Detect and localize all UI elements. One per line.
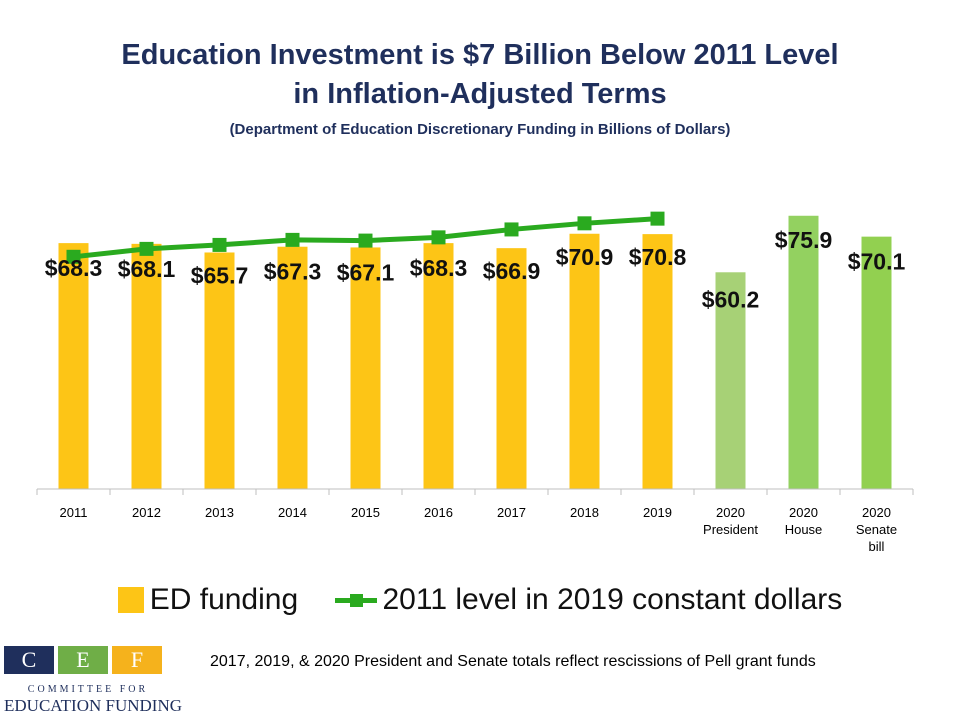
x-tick-label-3: 2014 xyxy=(278,505,307,520)
x-tick-label-11: 2020 Senate bill xyxy=(856,505,897,554)
line-point-4 xyxy=(358,233,373,248)
legend-swatch-line xyxy=(334,587,377,613)
bar-0 xyxy=(58,243,89,489)
legend-swatch-bar xyxy=(117,587,144,614)
data-label-4: $67.1 xyxy=(337,259,395,285)
data-label-10: $75.9 xyxy=(775,227,833,253)
bar-line-chart: 2011 2012 2013 2014 2015 2016 2017 2018 2019 2020… xyxy=(36,211,914,554)
cef-logo: C E F COMMITTEE FOR EDUCATION FUNDING xyxy=(4,646,183,716)
line-point-3 xyxy=(285,232,300,247)
line-point-1 xyxy=(139,241,154,256)
bar-2 xyxy=(204,252,235,489)
data-label-7: $70.9 xyxy=(556,244,614,270)
title-line-2: in Inflation-Adjusted Terms xyxy=(293,78,667,110)
logo-block-f: F xyxy=(112,646,162,674)
line-point-7 xyxy=(577,216,592,231)
bar-7 xyxy=(569,233,600,489)
data-label-2: $65.7 xyxy=(191,262,249,288)
legend-item-2011-level: 2011 level in 2019 constant dollars xyxy=(334,583,843,617)
legend-label-ed-funding: ED funding xyxy=(149,583,299,617)
data-label-11: $70.1 xyxy=(848,249,906,275)
line-point-0 xyxy=(66,249,81,264)
logo-block-c: C xyxy=(4,646,54,674)
x-tick-label-4: 2015 xyxy=(351,505,380,520)
bar-3 xyxy=(277,246,308,489)
bar-11 xyxy=(861,236,892,489)
x-tick-label-0: 2011 xyxy=(60,505,88,520)
x-tick-label-9: 2020 President xyxy=(703,505,758,537)
chart-subtitle: (Department of Education Discretionary F… xyxy=(229,121,731,138)
x-tick-label-8: 2019 xyxy=(643,505,672,520)
bar-9 xyxy=(715,272,746,489)
chart-title: Education Investment is $7 Billion Below… xyxy=(0,36,960,114)
data-label-0: $68.3 xyxy=(45,255,103,281)
line-point-6 xyxy=(504,222,519,237)
x-tick-label-6: 2017 xyxy=(497,505,526,520)
bar-5 xyxy=(423,243,454,489)
line-point-8 xyxy=(650,211,665,226)
data-label-9: $60.2 xyxy=(702,286,760,312)
x-tick-label-5: 2016 xyxy=(424,505,453,520)
x-tick-label-7: 2018 xyxy=(570,505,599,520)
data-label-8: $70.8 xyxy=(629,244,687,270)
legend-item-ed-funding: ED funding xyxy=(117,583,299,617)
x-tick-label-10: 2020 House xyxy=(785,505,823,537)
data-label-6: $66.9 xyxy=(483,258,541,284)
chart-legend: ED funding 2011 level in 2019 constant d… xyxy=(0,582,960,617)
logo-block-e: E xyxy=(58,646,108,674)
x-tick-label-2: 2013 xyxy=(205,505,234,520)
logo-text-line-2: EDUCATION FUNDING xyxy=(4,696,183,715)
line-point-2 xyxy=(212,237,227,252)
bar-8 xyxy=(642,234,673,489)
title-line-1: Education Investment is $7 Billion Below… xyxy=(121,39,839,71)
bar-6 xyxy=(496,248,527,489)
bar-1 xyxy=(131,243,162,489)
x-tick-label-1: 2012 xyxy=(132,505,161,520)
line-point-5 xyxy=(431,230,446,245)
data-label-3: $67.3 xyxy=(264,259,322,285)
footnote: 2017, 2019, & 2020 President and Senate … xyxy=(210,653,816,670)
bar-10 xyxy=(788,215,819,489)
data-label-5: $68.3 xyxy=(410,255,468,281)
data-label-1: $68.1 xyxy=(118,256,176,282)
legend-label-2011-level: 2011 level in 2019 constant dollars xyxy=(382,583,843,617)
bar-4 xyxy=(350,247,381,489)
logo-text-line-1: COMMITTEE FOR xyxy=(27,684,149,695)
